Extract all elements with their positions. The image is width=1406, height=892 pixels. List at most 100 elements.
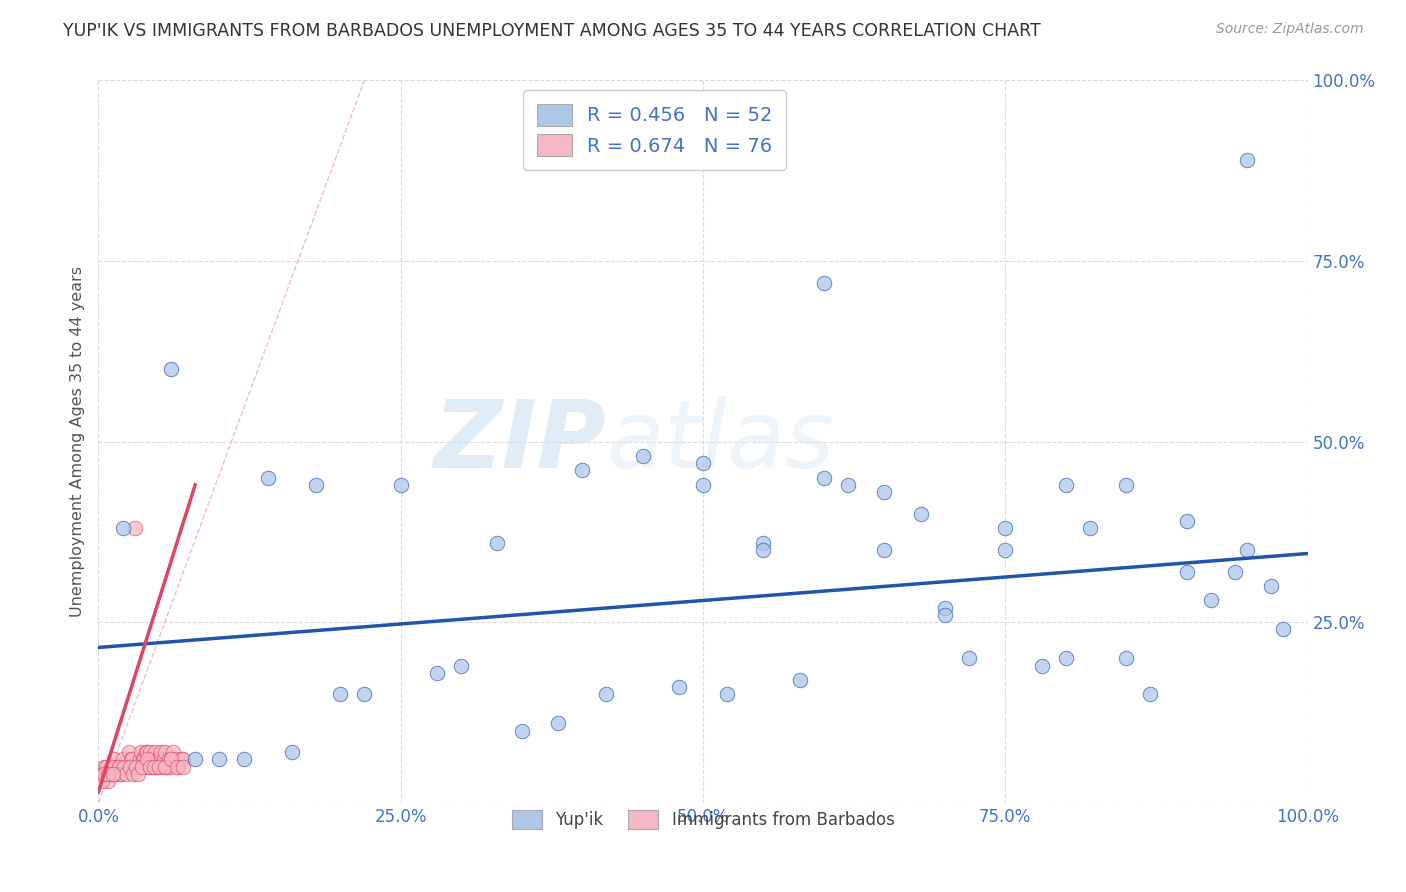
Point [426,665,449,680]
Point [1054,651,1077,665]
Point [873,485,896,500]
Point [184,752,207,766]
Point [143,745,166,759]
Point [571,463,593,477]
Point [118,745,141,759]
Point [97,767,120,781]
Point [353,687,375,701]
Point [150,745,173,759]
Point [631,449,654,463]
Point [1175,565,1198,579]
Point [160,752,183,766]
Point [129,745,152,759]
Point [135,745,157,759]
Point [172,760,194,774]
Point [1031,658,1053,673]
Point [134,752,156,766]
Point [910,507,932,521]
Point [1078,521,1101,535]
Point [692,478,714,492]
Point [127,760,149,774]
Point [752,542,775,557]
Point [122,767,145,781]
Point [135,752,157,766]
Point [139,745,162,759]
Point [1236,153,1258,167]
Point [98,767,121,781]
Point [152,760,174,774]
Point [716,687,738,701]
Point [115,767,138,781]
Point [668,680,690,694]
Point [595,687,617,701]
Point [1236,542,1258,557]
Point [166,760,188,774]
Point [143,752,166,766]
Point [169,752,191,766]
Point [101,767,124,781]
Point [208,752,231,766]
Point [281,745,304,759]
Point [1223,565,1246,579]
Point [692,456,714,470]
Point [127,767,149,781]
Point [256,470,278,484]
Point [156,760,179,774]
Point [934,600,956,615]
Point [135,745,157,759]
Point [112,760,135,774]
Point [167,760,190,774]
Point [96,767,118,781]
Point [934,607,956,622]
Point [90,767,112,781]
Point [114,760,136,774]
Point [121,752,143,766]
Point [153,760,176,774]
Point [172,752,194,766]
Point [94,760,117,774]
Y-axis label: Unemployment Among Ages 35 to 44 years: Unemployment Among Ages 35 to 44 years [69,266,84,617]
Point [148,760,170,774]
Point [128,752,150,766]
Point [108,767,131,781]
Point [143,760,166,774]
Point [124,521,146,535]
Point [873,542,896,557]
Point [101,767,124,781]
Point [149,752,172,766]
Point [108,760,131,774]
Point [120,752,142,766]
Point [160,362,183,376]
Point [111,521,134,535]
Point [165,752,187,766]
Point [132,752,155,766]
Point [232,752,254,766]
Point [100,760,122,774]
Point [91,767,114,781]
Point [389,478,412,492]
Point [1175,514,1198,528]
Point [107,760,129,774]
Point [752,535,775,549]
Point [146,752,169,766]
Point [131,760,153,774]
Text: Source: ZipAtlas.com: Source: ZipAtlas.com [1216,22,1364,37]
Point [157,752,180,766]
Text: ZIP: ZIP [433,395,606,488]
Point [305,478,328,492]
Point [813,276,835,290]
Point [1272,623,1295,637]
Legend: Yup'ik, Immigrants from Barbados: Yup'ik, Immigrants from Barbados [503,802,903,838]
Point [450,658,472,673]
Point [957,651,980,665]
Point [117,760,139,774]
Point [93,767,115,781]
Point [100,760,122,774]
Point [104,767,127,781]
Point [1199,593,1222,607]
Point [118,760,141,774]
Point [145,760,167,774]
Point [1260,579,1282,593]
Point [153,745,176,759]
Point [1115,478,1137,492]
